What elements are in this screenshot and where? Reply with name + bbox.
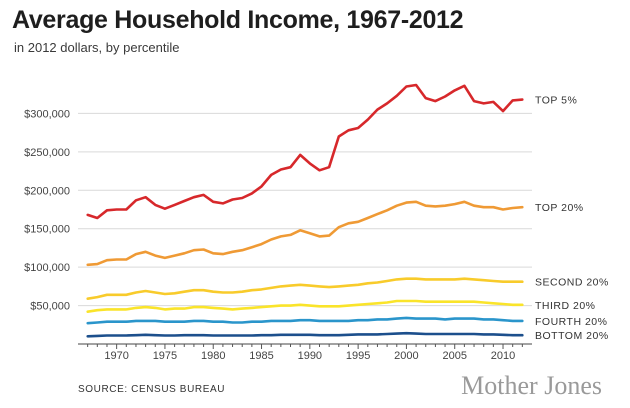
source-note: SOURCE: CENSUS BUREAU [78,384,226,395]
series-labels: TOP 5% TOP 20% SECOND 20% THIRD 20% FOURTH 2… [535,95,609,343]
x-tick-label: 1975 [153,350,177,362]
x-tick-label: 1980 [201,350,225,362]
x-tick-label: 1970 [104,350,128,362]
x-axis: 1970 1975 1980 1985 1990 1995 2000 2005 2010 [78,343,532,362]
gridlines [78,112,532,307]
series-label-fourth-20: FOURTH 20% [535,316,608,328]
y-tick-label: $100,000 [24,262,70,274]
y-tick-label: $300,000 [24,108,70,120]
y-tick-label: $200,000 [24,185,70,197]
series-line-top-20 [86,200,524,267]
x-tick-label: 2010 [491,350,515,362]
series-label-third-20: THIRD 20% [535,300,596,312]
x-tick-label: 2005 [442,350,466,362]
brand-logo-text: Mother Jones [461,371,602,400]
series-label-second-20: SECOND 20% [535,277,609,289]
series-line-fourth-20 [86,316,524,325]
series-lines [86,83,524,338]
y-tick-label: $50,000 [30,301,70,313]
series-line-top-5 [86,83,524,220]
y-tick-label: $150,000 [24,224,70,236]
x-tick-label: 1985 [249,350,273,362]
x-tick-label: 1990 [298,350,322,362]
x-tick-label: 1995 [346,350,370,362]
series-line-third-20 [86,299,524,314]
series-label-top-5: TOP 5% [535,95,577,107]
chart-subtitle: in 2012 dollars, by percentile [14,40,180,55]
series-line-bottom-20 [86,331,524,338]
chart-title: Average Household Income, 1967-2012 [12,6,464,34]
series-line-second-20 [86,277,524,301]
y-axis-ticks: $50,000 $100,000 $150,000 $200,000 $250,000 $… [24,108,70,312]
y-tick-label: $250,000 [24,147,70,159]
series-label-top-20: TOP 20% [535,202,584,214]
x-tick-label: 2000 [394,350,418,362]
series-label-bottom-20: BOTTOM 20% [535,330,609,342]
